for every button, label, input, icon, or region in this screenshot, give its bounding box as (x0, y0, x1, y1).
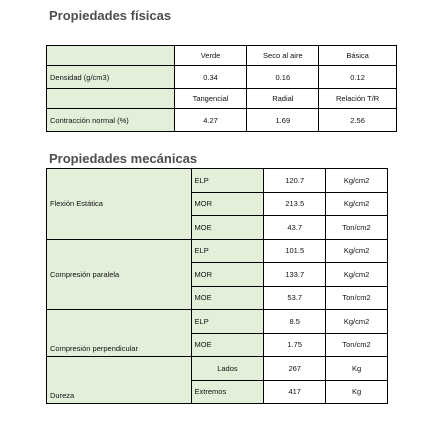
unit-cell: Kg/cm2 (325, 238, 388, 263)
value-cell: 1.69 (246, 108, 320, 132)
value-cell: 53.7 (263, 285, 327, 310)
header-cell: Seco al aire (246, 45, 320, 66)
header-cell: Relación T/R (318, 88, 397, 109)
table-row: MOE 53.7 Ton/cm2 (47, 285, 388, 310)
param-cell: Extremos (190, 379, 265, 404)
value-cell: 417 (263, 379, 327, 404)
group-label: Compresión paralela (46, 238, 192, 310)
value-cell: 120.7 (263, 168, 327, 193)
param-cell: MOR (190, 191, 265, 216)
table-row: MOE 1.75 Ton/cm2 (47, 332, 388, 357)
value-cell: 4.27 (173, 108, 248, 132)
table-row: Densidad (g/cm3) 0.34 0.16 0.12 (46, 65, 397, 89)
blank-cell (46, 88, 175, 109)
table-row: MOR 133.7 Kg/cm2 (47, 262, 388, 287)
param-cell: ELP (190, 238, 265, 263)
table-row: Tangencial Radial Relación T/R (46, 88, 397, 109)
group-label: Dureza (46, 356, 192, 404)
density-label: Densidad (g/cm3) (46, 65, 175, 89)
value-cell: 101.5 (263, 238, 327, 263)
unit-cell: Kg/cm2 (325, 168, 388, 193)
table-row: MOR 213.5 Kg/cm2 (47, 191, 388, 216)
header-cell: Radial (246, 88, 320, 109)
unit-cell: Kg/cm2 (325, 191, 388, 216)
table-row: Compresión paralela ELP 101.5 Kg/cm2 (46, 238, 388, 310)
value-cell: 133.7 (263, 262, 327, 287)
value-cell: 8.5 (263, 309, 327, 334)
unit-cell: Ton/cm2 (325, 285, 388, 310)
param-cell: MOR (190, 262, 265, 287)
unit-cell: Kg/cm2 (325, 262, 388, 287)
value-cell: 267 (263, 356, 327, 381)
header-cell: Verde (173, 45, 248, 66)
shrinkage-label: Contracción normal (%) (46, 108, 175, 132)
table-row: Contracción normal (%) 4.27 1.69 2.56 (46, 108, 397, 132)
value-cell: 0.12 (318, 65, 397, 89)
blank-cell (46, 45, 175, 66)
mechanical-properties-heading: Propiedades mecánicas (49, 151, 198, 166)
table-row: Dureza Lados 267 Kg (46, 356, 388, 404)
param-cell: MOE (190, 332, 265, 357)
value-cell: 2.56 (318, 108, 397, 132)
header-cell: Básica (318, 45, 397, 66)
unit-cell: Kg (325, 356, 388, 381)
group-label: Compresión perpendicular (46, 309, 192, 357)
physical-properties-table: Verde Seco al aire Básica Densidad (g/cm… (46, 45, 397, 132)
param-cell: ELP (190, 309, 265, 334)
group-label: Flexión Estática (46, 168, 192, 240)
mechanical-properties-table: Flexión Estática ELP 120.7 Kg/cm2 MOR 21… (46, 168, 388, 404)
unit-cell: Kg (325, 379, 388, 404)
physical-properties-heading: Propiedades físicas (49, 8, 172, 23)
table-row: Flexión Estática ELP 120.7 Kg/cm2 (46, 168, 388, 240)
param-cell: Lados (190, 356, 265, 381)
value-cell: 1.75 (263, 332, 327, 357)
param-cell: MOE (190, 285, 265, 310)
table-row: Extremos 417 Kg (47, 379, 388, 404)
value-cell: 213.5 (263, 191, 327, 216)
unit-cell: Ton/cm2 (325, 215, 388, 240)
table-row: Verde Seco al aire Básica (46, 45, 397, 66)
value-cell: 43.7 (263, 215, 327, 240)
param-cell: MOE (190, 215, 265, 240)
value-cell: 0.34 (173, 65, 248, 89)
table-row: Compresión perpendicular ELP 8.5 Kg/cm2 (46, 309, 388, 357)
header-cell: Tangencial (173, 88, 248, 109)
unit-cell: Ton/cm2 (325, 332, 388, 357)
unit-cell: Kg/cm2 (325, 309, 388, 334)
value-cell: 0.16 (246, 65, 320, 89)
param-cell: ELP (190, 168, 265, 193)
